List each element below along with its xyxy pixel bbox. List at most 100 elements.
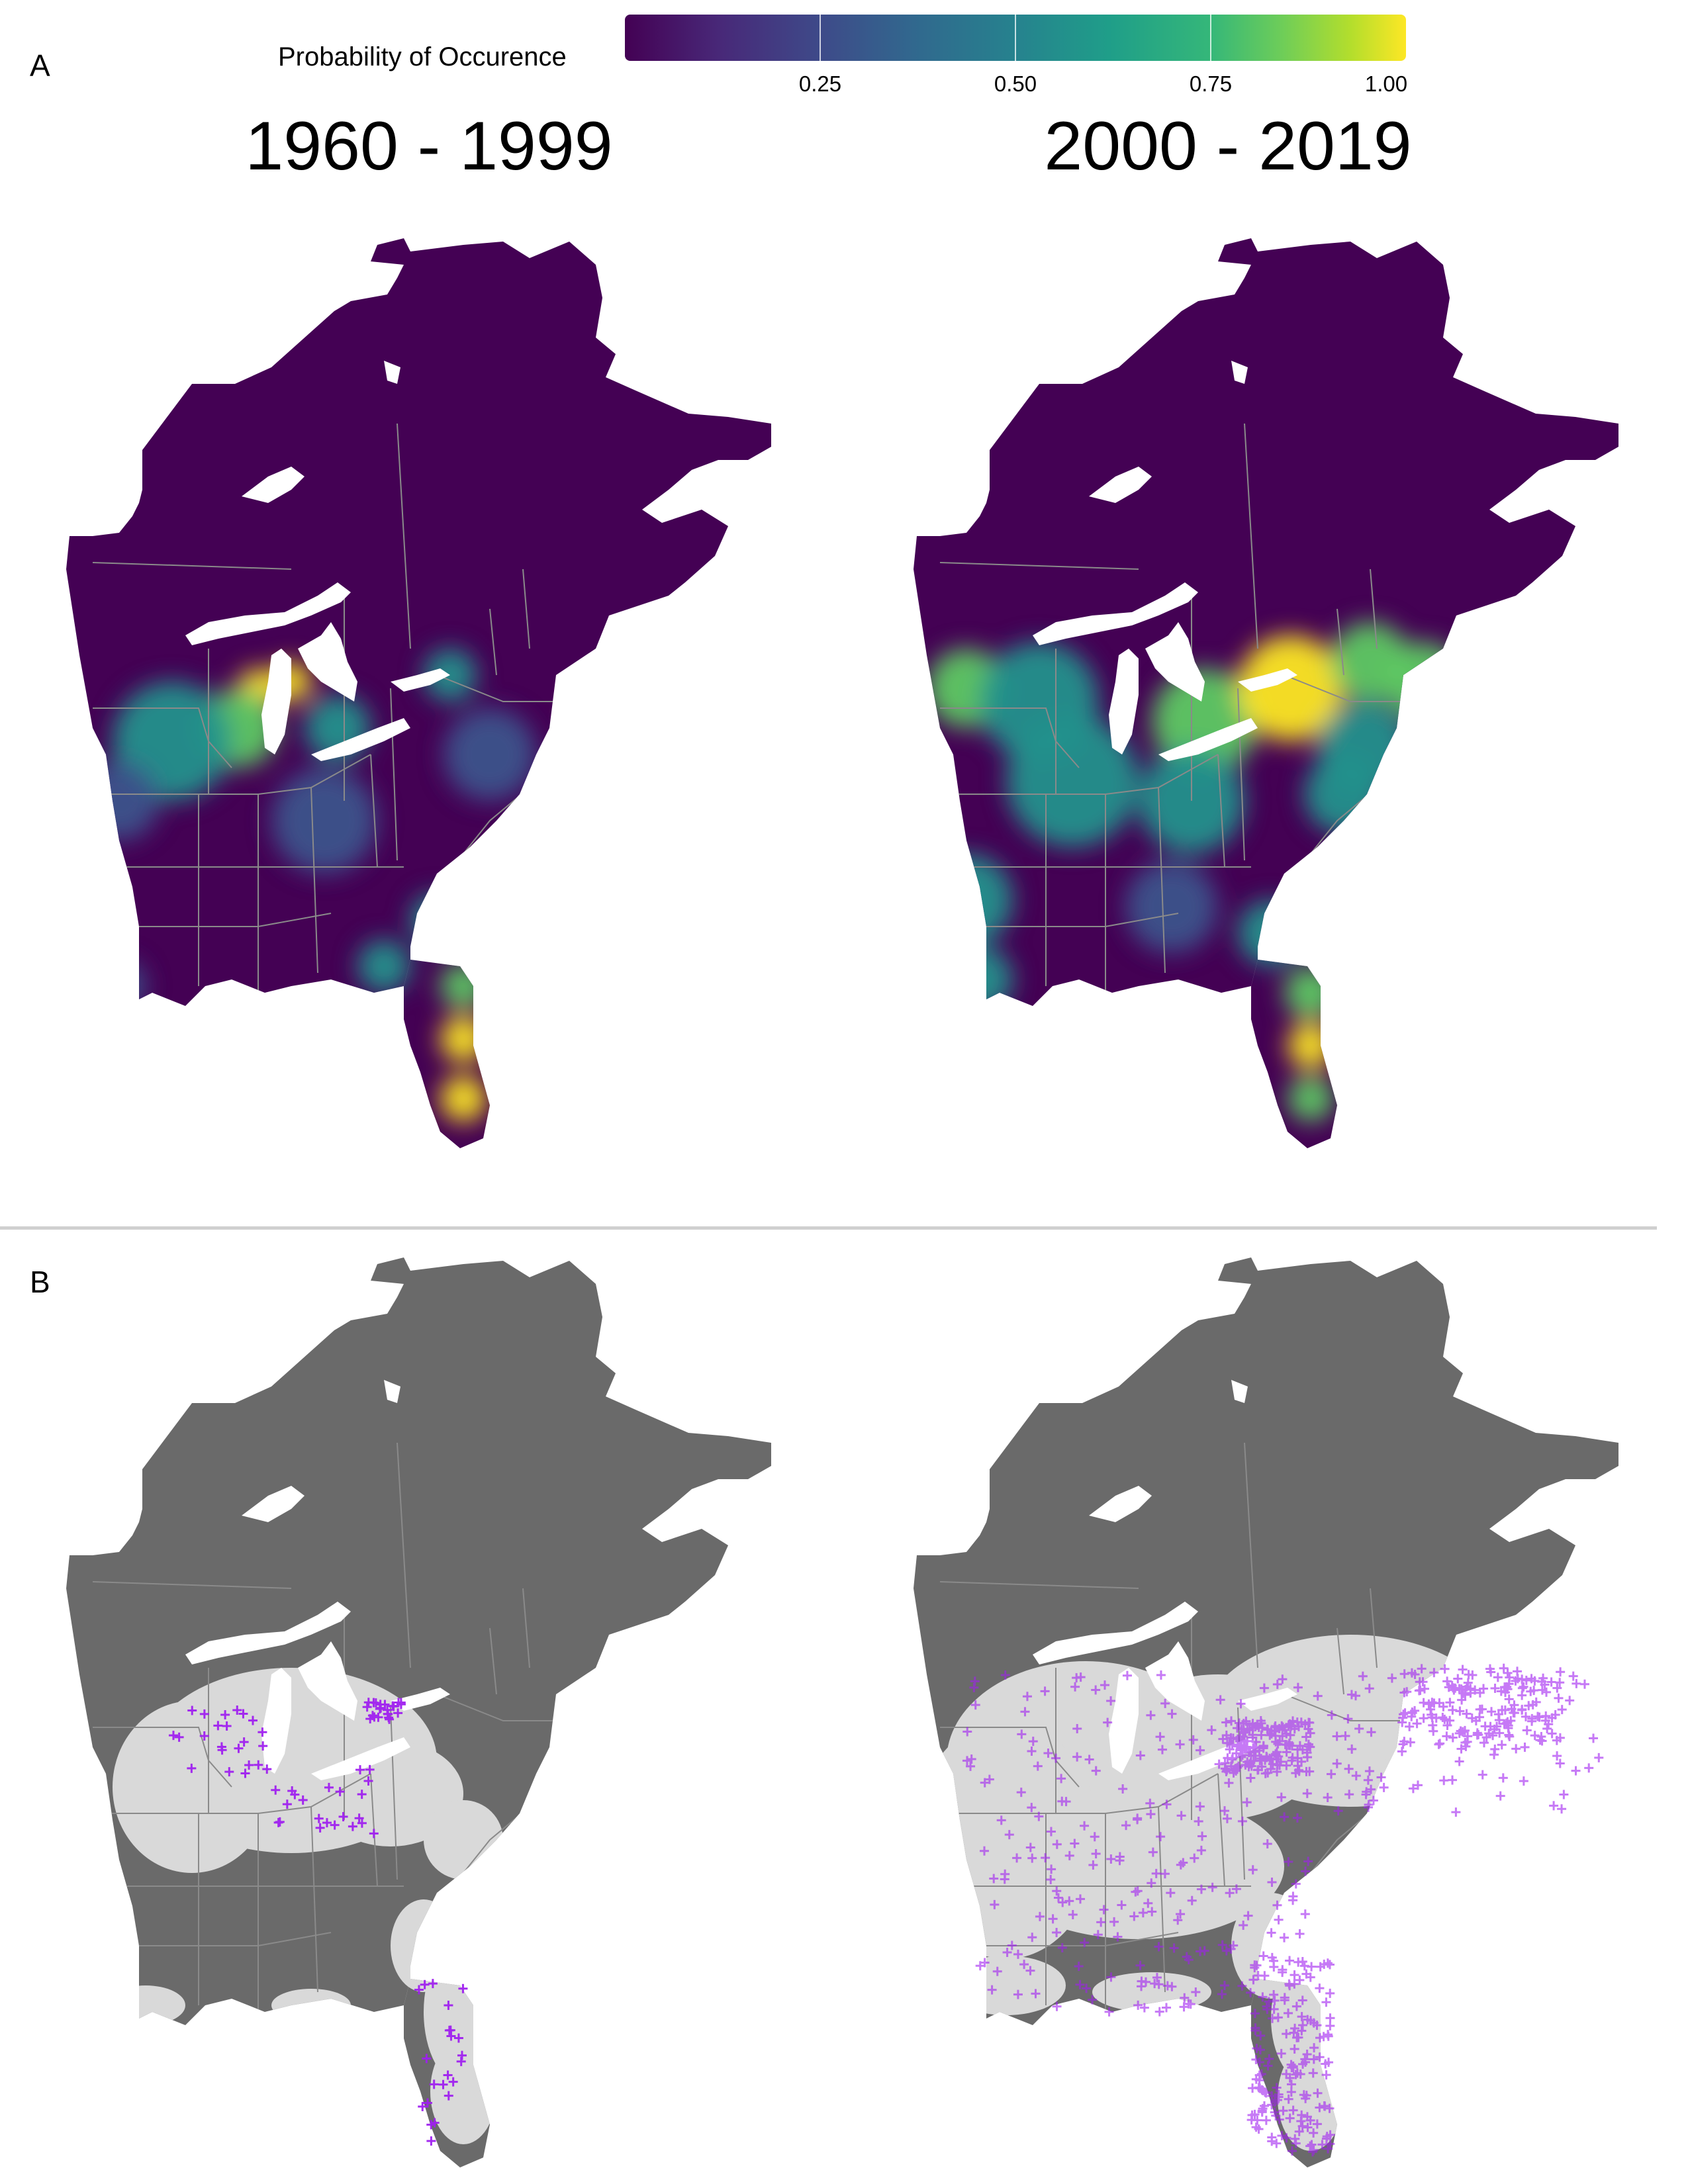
- occurrence-marker: [1154, 2007, 1164, 2017]
- occurrence-marker: [174, 1732, 184, 1742]
- colorbar-tick-label: 1.00: [1364, 71, 1408, 96]
- great-lake: [311, 1737, 410, 1780]
- occurrence-marker: [1266, 1764, 1276, 1774]
- occurrence-marker: [1418, 1677, 1428, 1687]
- occurrence-marker: [1286, 1730, 1295, 1740]
- occurrence-marker: [1262, 1724, 1272, 1734]
- state-boundary: [436, 1694, 569, 1721]
- occurrence-marker: [1554, 1693, 1564, 1703]
- occurrence-marker: [213, 1721, 223, 1731]
- occurrence-marker: [1013, 1949, 1023, 1959]
- great-lake: [384, 361, 400, 384]
- occurrence-marker: [262, 1764, 272, 1774]
- occurrence-marker: [1302, 1788, 1312, 1798]
- occurrence-marker: [1272, 2138, 1282, 2148]
- occurrence-marker: [1277, 2130, 1287, 2140]
- occurrence-marker: [444, 2025, 454, 2035]
- occurrence-marker: [1088, 1995, 1098, 2005]
- occurrence-marker: [1070, 1839, 1080, 1848]
- occurrence-marker: [1295, 1741, 1305, 1751]
- occurrence-marker: [1321, 2070, 1331, 2080]
- occurrence-marker: [1499, 1682, 1509, 1692]
- occurrence-marker: [1445, 1715, 1455, 1725]
- occurrence-marker: [1301, 2091, 1311, 2101]
- occurrence-marker: [1253, 1765, 1263, 1775]
- great-lake: [261, 649, 291, 754]
- occurrence-marker: [1043, 1749, 1053, 1758]
- occurrence-marker: [1190, 1853, 1199, 1863]
- occurrence-marker: [1463, 1731, 1473, 1741]
- great-lake: [242, 1486, 305, 1522]
- occurrence-marker: [966, 1761, 976, 1771]
- panel-label-b: B: [30, 1265, 50, 1299]
- occurrence-marker: [1552, 1683, 1562, 1693]
- occurrence-marker: [1254, 2075, 1264, 2085]
- occurrence-marker: [457, 2050, 467, 2060]
- occurrence-marker: [1002, 1947, 1012, 1957]
- occurrence-marker: [438, 2079, 448, 2089]
- occurrence-marker: [1016, 1788, 1026, 1797]
- occurrence-marker: [232, 1705, 242, 1715]
- occurrence-marker: [1033, 1761, 1043, 1771]
- occurrence-marker: [254, 1760, 263, 1770]
- occurrence-marker: [1511, 1744, 1521, 1754]
- occurrence-marker: [1253, 1970, 1263, 1980]
- probability-hotspot: [1304, 754, 1383, 834]
- occurrence-marker: [1019, 1960, 1029, 1970]
- occurrence-marker: [1448, 1733, 1458, 1743]
- occurrence-marker: [1323, 2030, 1333, 2040]
- great-lake: [1145, 1641, 1205, 1721]
- great-lake: [1109, 1668, 1139, 1774]
- occurrence-marker: [422, 2054, 432, 2064]
- occurrence-marker: [448, 2077, 458, 2087]
- occurrence-marker: [1259, 2101, 1269, 2111]
- occurrence-marker: [1267, 2136, 1277, 2146]
- occurrence-marker: [1549, 1801, 1559, 1811]
- great-lake: [261, 1668, 291, 1774]
- probability-hotspot: [440, 1075, 487, 1122]
- occurrence-marker: [1297, 1756, 1307, 1766]
- occurrence-marker: [1013, 1989, 1023, 1999]
- occurrence-marker: [1075, 1979, 1085, 1989]
- occurrence-marker: [271, 1785, 281, 1795]
- occurrence-marker: [383, 1705, 393, 1715]
- occurrence-marker: [1106, 1696, 1116, 1706]
- occurrence-marker: [1091, 1766, 1101, 1776]
- occurrence-marker: [1306, 2016, 1316, 2026]
- great-lake: [1033, 1602, 1198, 1664]
- state-boundary: [397, 1442, 411, 1668]
- occurrence-marker: [1007, 1940, 1017, 1950]
- occurrence-marker: [1415, 1685, 1425, 1695]
- occurrence-marker: [1547, 1729, 1557, 1739]
- occurrence-marker: [1517, 1683, 1527, 1693]
- occurrence-marker: [1290, 2134, 1300, 2144]
- occurrence-marker: [1058, 1897, 1068, 1907]
- occurrence-marker: [1135, 1960, 1145, 1970]
- occurrence-marker: [369, 1829, 379, 1839]
- occurrence-marker: [1521, 1711, 1530, 1721]
- occurrence-marker: [1258, 1992, 1268, 2002]
- great-lake: [298, 1641, 357, 1721]
- map-occurrences-2000-2019: [914, 1257, 1618, 2167]
- occurrence-marker: [970, 1700, 980, 1710]
- occurrence-marker: [1321, 1997, 1331, 2007]
- occurrence-marker: [418, 2101, 428, 2111]
- state-boundary: [1370, 1588, 1378, 1668]
- occurrence-marker: [1133, 2000, 1143, 2010]
- occurrence-marker: [1294, 2126, 1304, 2136]
- occurrence-marker: [1300, 2054, 1310, 2064]
- occurrence-marker: [1405, 1721, 1415, 1731]
- occurrence-marker: [1056, 1774, 1066, 1784]
- occurrence-marker: [1248, 1733, 1258, 1743]
- occurrence-marker: [367, 1711, 377, 1721]
- occurrence-marker: [1199, 1946, 1209, 1956]
- occurrence-marker: [1248, 1865, 1258, 1875]
- occurrence-marker: [1343, 1714, 1353, 1724]
- occurrence-marker: [1254, 2058, 1264, 2068]
- occurrence-marker: [1012, 1853, 1022, 1863]
- occurrence-marker: [1444, 1682, 1454, 1692]
- occurrence-marker: [1284, 1857, 1293, 1867]
- occurrence-marker: [1137, 1976, 1147, 1986]
- occurrence-marker: [1027, 1803, 1037, 1813]
- occurrence-marker: [1325, 1988, 1335, 1998]
